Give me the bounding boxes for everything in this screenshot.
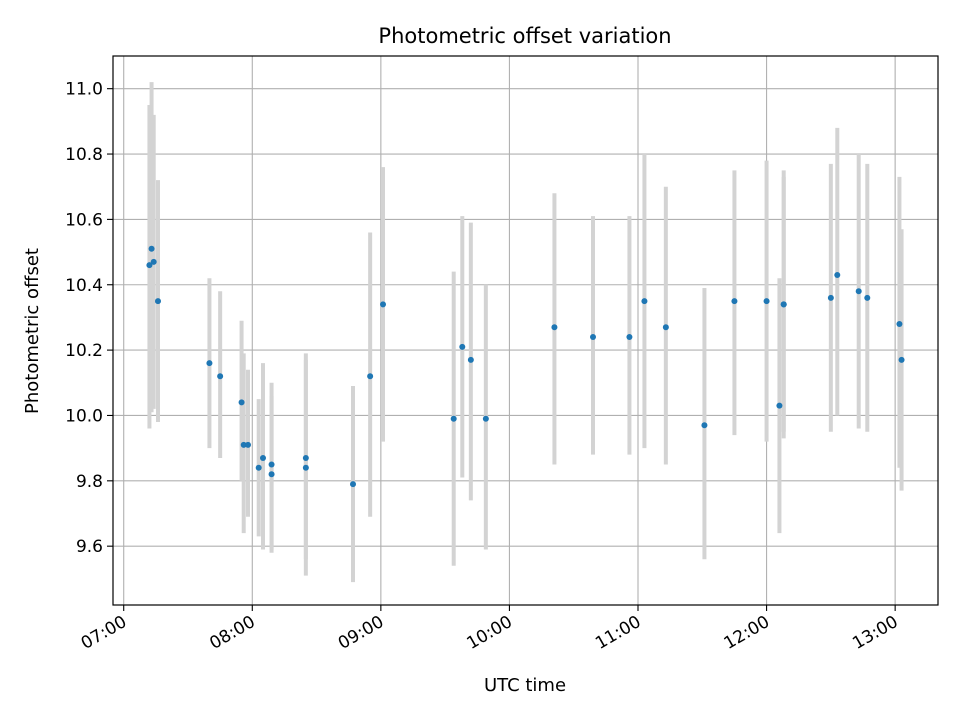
data-point: [146, 262, 153, 269]
data-point: [864, 294, 871, 301]
x-tick-label: 08:00: [206, 612, 258, 654]
data-point: [255, 464, 262, 471]
data-point: [662, 324, 669, 331]
data-point: [268, 471, 275, 478]
y-tick-label: 11.0: [65, 80, 103, 100]
chart-title: Photometric offset variation: [378, 24, 671, 48]
y-axis-label: Photometric offset: [22, 248, 43, 414]
y-tick-label: 9.6: [76, 537, 103, 557]
data-point: [206, 360, 213, 367]
x-tick-label: 07:00: [78, 612, 130, 654]
x-tick-label: 10:00: [463, 612, 515, 654]
x-axis-ticks: 07:00 08:00 09:00 10:00 11:00 12:00 13:00: [78, 605, 902, 654]
y-tick-label: 10.2: [65, 341, 103, 361]
grid-layer: [113, 56, 938, 605]
data-point: [482, 415, 489, 422]
data-point: [827, 294, 834, 301]
y-tick-label: 10.6: [65, 210, 103, 230]
data-point: [268, 461, 275, 468]
data-point: [155, 298, 161, 305]
data-point: [245, 441, 251, 448]
data-point: [238, 399, 245, 406]
y-tick-label: 10.4: [65, 276, 103, 296]
data-point: [459, 343, 466, 350]
data-point: [776, 402, 783, 409]
y-tick-label: 9.8: [76, 472, 103, 492]
x-tick-label: 13:00: [849, 612, 901, 654]
data-point: [150, 258, 157, 265]
data-point: [380, 301, 386, 308]
data-point: [896, 320, 903, 327]
data-point: [590, 334, 596, 341]
x-tick-label: 09:00: [335, 612, 387, 654]
data-point: [763, 298, 770, 305]
x-tick-label: 11:00: [592, 612, 644, 654]
data-point: [701, 422, 708, 429]
data-point: [834, 271, 841, 278]
y-tick-label: 10.0: [65, 406, 103, 426]
data-point: [450, 415, 457, 422]
data-point: [260, 454, 266, 461]
data-point: [467, 356, 474, 363]
data-point: [780, 301, 787, 308]
data-point: [641, 298, 648, 305]
y-tick-label: 10.8: [65, 145, 103, 165]
data-point: [302, 454, 309, 461]
y-axis-ticks: 9.6 9.8 10.0 10.2 10.4 10.6 10.8 11.0: [65, 80, 113, 557]
x-axis-label: UTC time: [484, 675, 566, 696]
data-point: [350, 481, 356, 488]
data-point: [731, 298, 738, 305]
data-point: [217, 373, 224, 380]
point-layer: [146, 245, 905, 488]
data-point: [898, 356, 905, 363]
data-point: [240, 441, 247, 448]
data-point: [367, 373, 374, 380]
data-point: [302, 464, 309, 471]
data-point: [626, 334, 633, 341]
errorbar-layer: [147, 82, 904, 583]
data-point: [855, 288, 862, 295]
data-point: [148, 245, 155, 252]
x-tick-label: 12:00: [721, 612, 773, 654]
data-point: [551, 324, 558, 331]
plot-frame: [112, 55, 939, 606]
